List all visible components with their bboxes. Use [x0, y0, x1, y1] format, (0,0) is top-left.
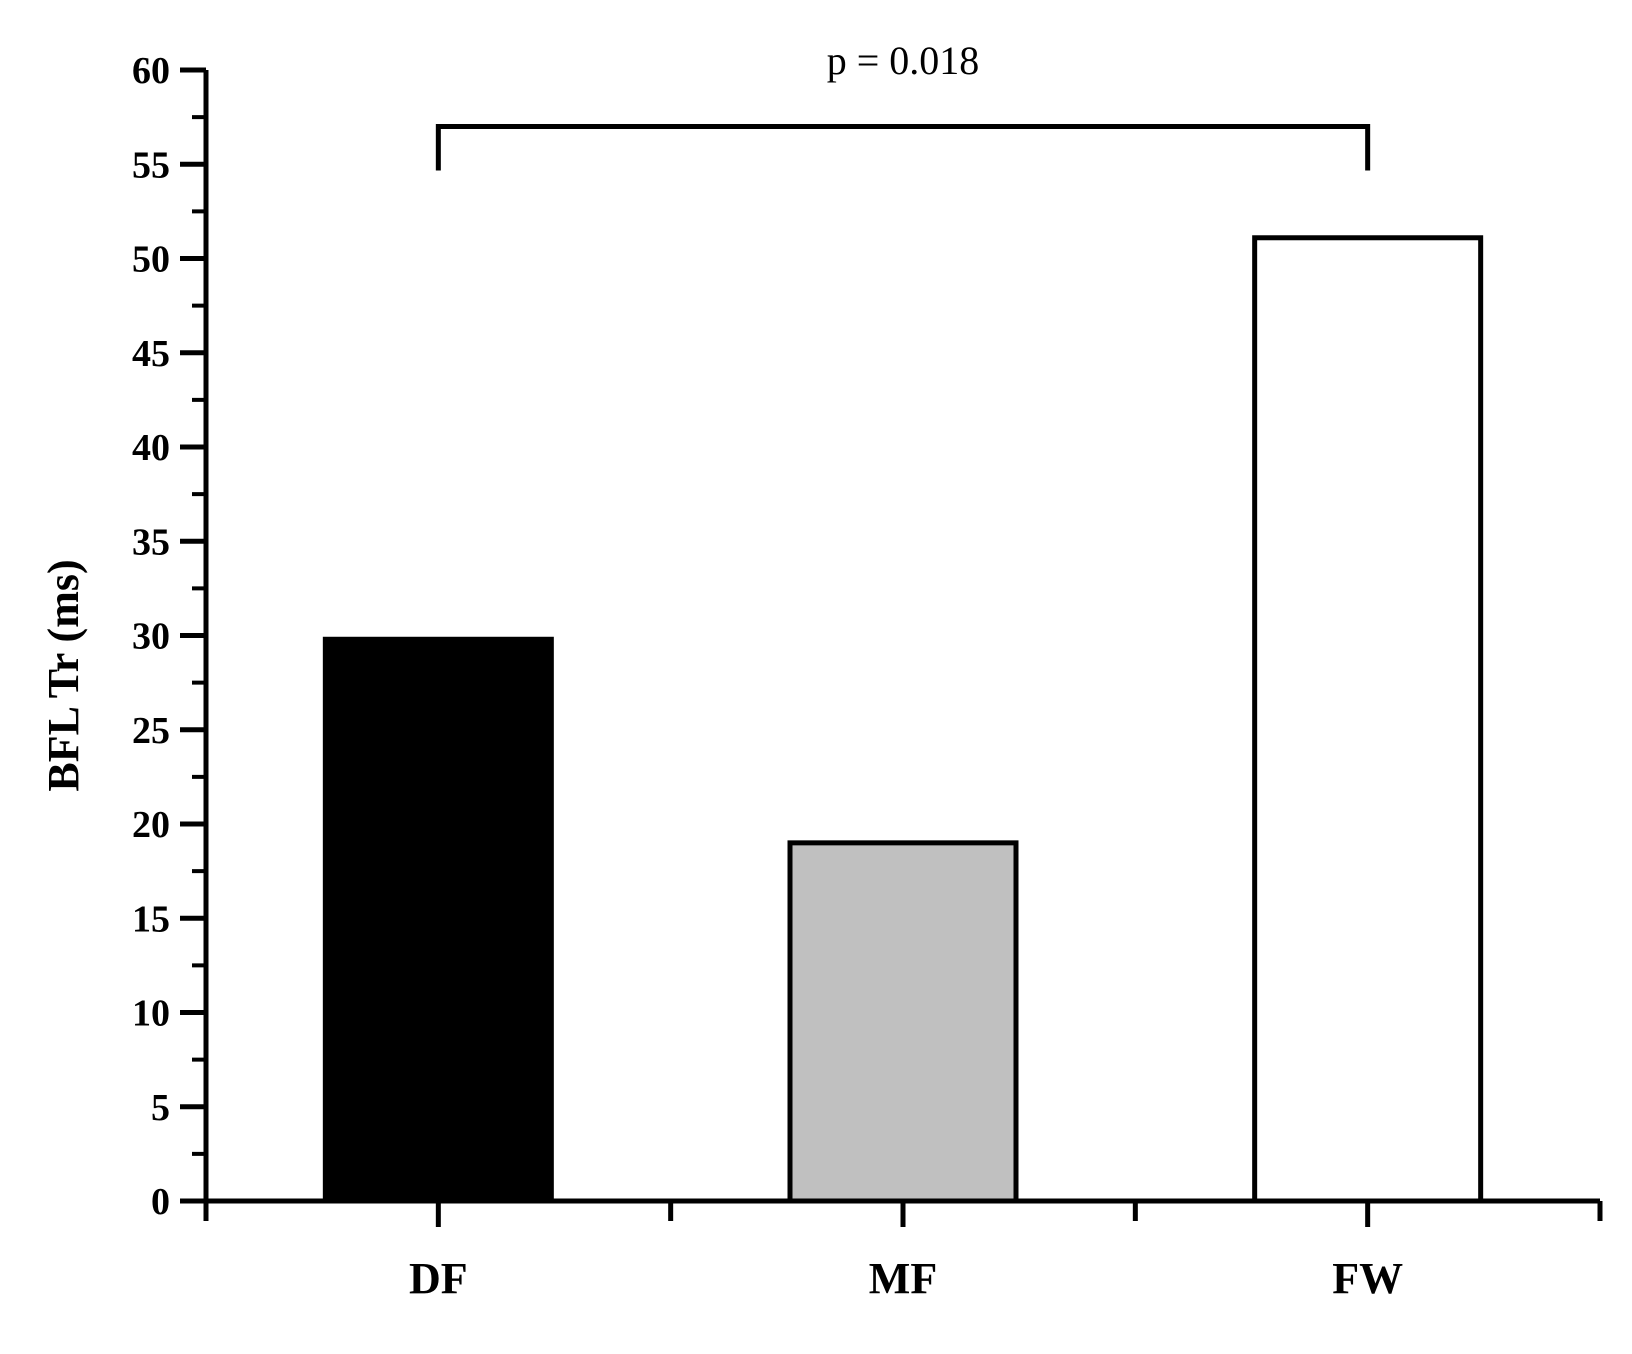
y-tick-label: 25: [132, 710, 170, 752]
x-tick-label-mf: MF: [869, 1254, 937, 1303]
bar-df: [322, 636, 554, 1204]
y-tick-label: 5: [151, 1087, 170, 1129]
x-ticks: DF MF FW: [203, 1201, 1603, 1303]
y-tick-label: 35: [132, 521, 170, 563]
y-tick-label: 40: [132, 427, 170, 469]
y-axis-title: BFL Tr (ms): [39, 559, 88, 791]
y-ticks: 0 5 10 15 20 25 30 35 40 45 50 55 60: [132, 50, 206, 1223]
bar-fw: [1252, 235, 1484, 1204]
y-tick-label: 50: [132, 239, 170, 281]
y-tick-label: 10: [132, 993, 170, 1035]
y-tick-label: 30: [132, 616, 170, 658]
y-tick-label: 45: [132, 333, 170, 375]
p-value-label: p = 0.018: [827, 38, 980, 83]
x-tick-label-fw: FW: [1332, 1254, 1403, 1303]
y-tick-label: 20: [132, 804, 170, 846]
bars-layer: [322, 235, 1484, 1204]
x-tick-label-df: DF: [409, 1254, 468, 1303]
bar-mf: [787, 840, 1019, 1204]
y-tick-label: 60: [132, 50, 170, 92]
y-tick-label: 55: [132, 144, 170, 186]
y-tick-label: 15: [132, 898, 170, 940]
significance-annotation: p = 0.018: [435, 38, 1371, 171]
significance-bracket: [435, 124, 1371, 171]
y-tick-label: 0: [151, 1181, 170, 1223]
